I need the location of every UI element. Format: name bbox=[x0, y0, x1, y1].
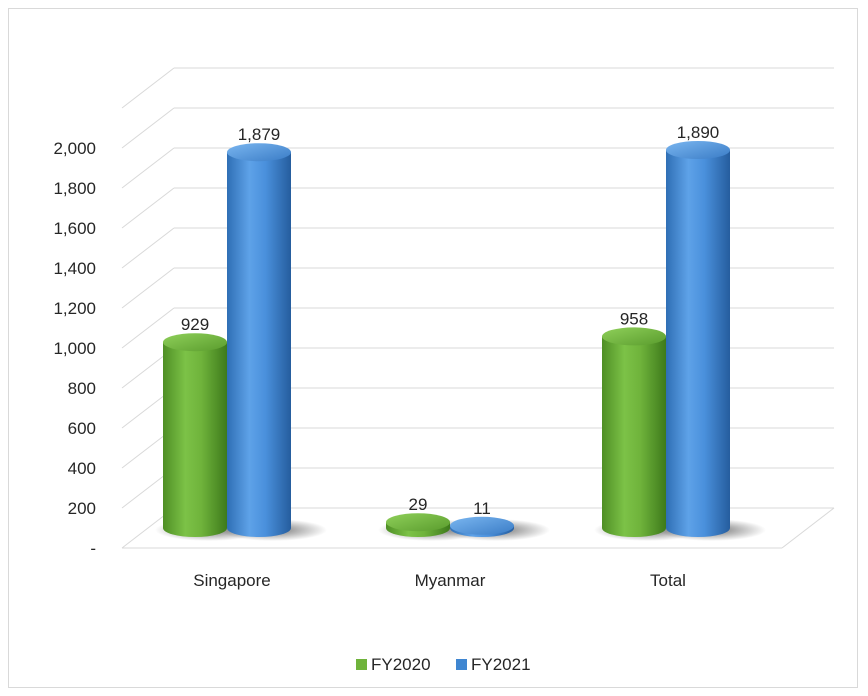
floor-right-edge bbox=[781, 507, 835, 549]
gridline-side bbox=[121, 107, 175, 149]
data-label: 29 bbox=[409, 495, 428, 514]
y-tick-label: 1,800 bbox=[53, 179, 96, 198]
y-tick-label: - bbox=[90, 539, 96, 558]
x-category-label: Myanmar bbox=[415, 571, 486, 590]
y-tick-label: 1,000 bbox=[53, 339, 96, 358]
y-tick-label: 1,600 bbox=[53, 219, 96, 238]
gridline-side bbox=[121, 187, 175, 229]
legend-label: FY2020 bbox=[371, 655, 431, 674]
legend-swatch bbox=[356, 659, 367, 670]
bar-top-cap bbox=[386, 513, 450, 532]
data-label: 11 bbox=[473, 499, 491, 518]
legend-label: FY2021 bbox=[471, 655, 531, 674]
bar-fy2020-total bbox=[602, 336, 666, 537]
gridline-side bbox=[121, 147, 175, 189]
gridline-side bbox=[121, 67, 175, 109]
legend: FY2020 FY2021 bbox=[356, 655, 531, 674]
legend-swatch bbox=[456, 659, 467, 670]
x-axis-categories: Singapore Myanmar Total bbox=[193, 571, 686, 590]
bar-top-cap bbox=[227, 143, 291, 162]
y-tick-label: 2,000 bbox=[53, 139, 96, 158]
bar-fy2021-singapore bbox=[227, 152, 291, 537]
bar-top-cap bbox=[163, 333, 227, 352]
bar-fy2020-singapore bbox=[163, 342, 227, 537]
gridline-side bbox=[121, 307, 175, 349]
y-tick-label: 400 bbox=[68, 459, 96, 478]
data-label: 1,879 bbox=[238, 125, 281, 144]
data-label: 1,890 bbox=[677, 123, 720, 142]
bar-top-cap bbox=[450, 516, 514, 535]
bars bbox=[163, 141, 730, 537]
x-category-label: Total bbox=[650, 571, 686, 590]
y-axis-ticks: - 200 400 600 800 1,000 1,200 1,400 1,600 1,800 2,… bbox=[53, 139, 96, 558]
data-labels: 929 29 958 1,879 11 1,890 bbox=[181, 123, 719, 518]
y-tick-label: 1,400 bbox=[53, 259, 96, 278]
bar-fy2021-total bbox=[666, 150, 730, 537]
y-tick-label: 200 bbox=[68, 499, 96, 518]
y-tick-label: 800 bbox=[68, 379, 96, 398]
y-tick-label: 600 bbox=[68, 419, 96, 438]
bar-top-cap bbox=[666, 141, 730, 159]
data-label: 929 bbox=[181, 315, 209, 334]
bar-top-cap bbox=[602, 327, 666, 346]
data-label: 958 bbox=[620, 309, 648, 328]
x-category-label: Singapore bbox=[193, 571, 271, 590]
gridline-side bbox=[121, 227, 175, 269]
gridline-side bbox=[121, 267, 175, 309]
y-tick-label: 1,200 bbox=[53, 299, 96, 318]
